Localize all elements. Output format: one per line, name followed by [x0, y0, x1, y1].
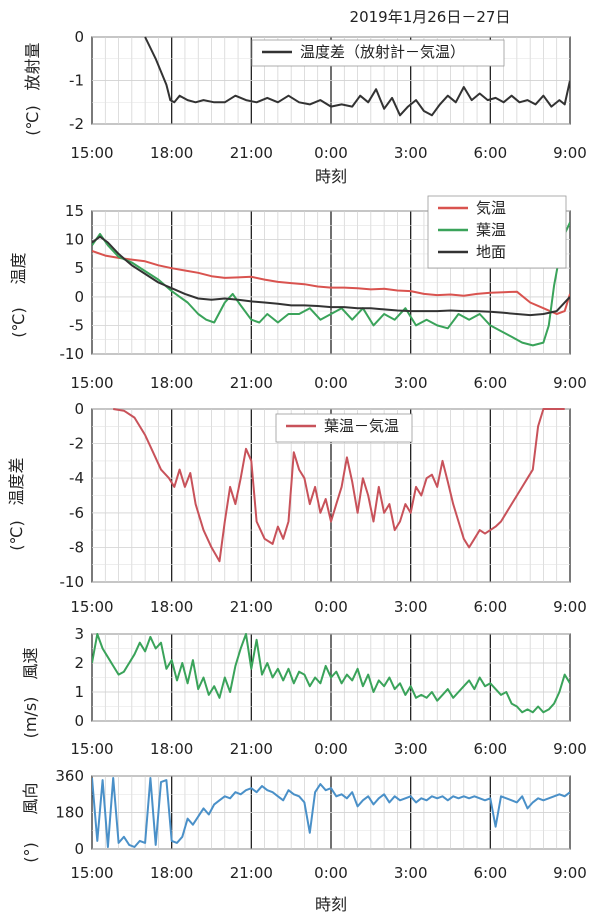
x-tick-label: 15:00	[70, 740, 113, 758]
y-axis-label: 温度差	[7, 457, 26, 505]
page-title: 2019年1月26日－27日	[349, 8, 511, 26]
legend-label: 地面	[476, 243, 506, 261]
y-axis-unit: (℃)	[9, 307, 28, 337]
series-line	[144, 36, 570, 117]
y-tick-label: 0	[74, 840, 84, 858]
x-tick-label: 6:00	[473, 740, 507, 758]
x-tick-label: 15:00	[70, 598, 113, 616]
series-line	[92, 221, 570, 347]
chart-winddir: 360 180 0 15:00 18:00 21:00 0:00 3:00 6:00 9:00 風向…	[21, 767, 587, 914]
chart-radiation: 0 -1 -2 15:00 18:00 21:00 0:00 3:00 6:00 9:00 放射量 (…	[23, 28, 587, 186]
x-tick-label: 3:00	[394, 864, 428, 882]
series-line	[92, 250, 570, 315]
y-axis-label: 放射量	[23, 42, 42, 90]
x-axis-label: 時刻	[315, 167, 347, 186]
legend-label: 葉温	[476, 221, 506, 239]
legend-box	[275, 413, 413, 443]
legend: 葉温－気温	[275, 413, 413, 443]
y-axis-unit: (℃)	[23, 105, 42, 135]
y-tick-label: 15	[65, 202, 84, 220]
legend: 温度差（放射計－気温）	[251, 39, 505, 67]
y-tick-label: -10	[60, 345, 85, 363]
x-tick-label: 3:00	[394, 144, 428, 162]
y-tick-label: 10	[65, 231, 84, 249]
x-tick-label: 21:00	[230, 374, 273, 392]
x-tick-label: 6:00	[473, 374, 507, 392]
y-tick-label: -8	[69, 538, 84, 556]
x-tick-label: 6:00	[473, 144, 507, 162]
x-tick-label: 9:00	[553, 864, 587, 882]
y-tick-label: -2	[69, 435, 84, 453]
y-tick-label: -1	[69, 72, 84, 90]
x-tick-label: 15:00	[70, 864, 113, 882]
y-axis-unit: (°)	[21, 842, 40, 862]
x-tick-label: 9:00	[553, 144, 587, 162]
series-line	[113, 408, 565, 563]
x-tick-label: 21:00	[230, 740, 273, 758]
legend-label: 気温	[476, 199, 506, 217]
y-tick-label: -6	[69, 504, 84, 522]
x-tick-label: 18:00	[150, 864, 193, 882]
x-axis-label: 時刻	[315, 895, 347, 914]
y-tick-label: 0	[74, 400, 84, 418]
y-tick-label: 0	[74, 28, 84, 46]
y-tick-label: 180	[55, 804, 84, 822]
x-tick-label: 21:00	[230, 598, 273, 616]
series-line	[92, 235, 570, 317]
series-line	[92, 633, 570, 714]
x-tick-label: 18:00	[150, 740, 193, 758]
y-tick-label: -10	[60, 573, 85, 591]
series-line	[92, 777, 570, 848]
x-tick-label: 9:00	[553, 374, 587, 392]
x-tick-label: 6:00	[473, 598, 507, 616]
x-tick-label: 15:00	[70, 374, 113, 392]
y-axis-label: 風向	[21, 782, 40, 814]
chart-temperature: 15 10 5 0 -5 -10 15:00 18:00 21:00 0:00 3:00 6:00 9:…	[9, 195, 587, 392]
x-tick-label: 6:00	[473, 864, 507, 882]
legend-box	[251, 39, 505, 67]
y-tick-label: 0	[74, 288, 84, 306]
y-tick-label: 0	[74, 712, 84, 730]
y-tick-label: -5	[69, 316, 84, 334]
y-tick-label: 1	[74, 683, 84, 701]
x-tick-label: 21:00	[230, 864, 273, 882]
y-tick-label: 3	[74, 625, 84, 643]
x-tick-label: 18:00	[150, 598, 193, 616]
chart-windspeed: 3 2 1 0 15:00 18:00 21:00 0:00 3:00 6:00 9:00 風速 (m/…	[21, 625, 587, 758]
x-tick-label: 3:00	[394, 598, 428, 616]
y-tick-label: 360	[55, 767, 84, 785]
y-tick-label: -2	[69, 115, 84, 133]
x-tick-label: 0:00	[314, 740, 348, 758]
y-tick-label: 2	[74, 654, 84, 672]
x-tick-label: 9:00	[553, 740, 587, 758]
legend-label: 温度差（放射計－気温）	[300, 43, 465, 61]
x-tick-label: 18:00	[150, 374, 193, 392]
x-tick-label: 21:00	[230, 144, 273, 162]
x-tick-label: 0:00	[314, 598, 348, 616]
y-axis-unit: (m/s)	[21, 697, 40, 739]
legend-label: 葉温－気温	[324, 417, 399, 435]
x-tick-label: 18:00	[150, 144, 193, 162]
x-tick-label: 3:00	[394, 374, 428, 392]
x-tick-label: 15:00	[70, 144, 113, 162]
x-tick-label: 3:00	[394, 740, 428, 758]
x-tick-label: 0:00	[314, 864, 348, 882]
chart-leafdiff: 0 -2 -4 -6 -8 -10 15:00 18:00 21:00 0:00 3:00 6:00 9…	[7, 400, 587, 616]
y-tick-label: 5	[74, 259, 84, 277]
x-tick-label: 0:00	[314, 374, 348, 392]
y-axis-label: 温度	[9, 252, 28, 284]
y-axis-label: 風速	[21, 647, 40, 679]
x-tick-label: 9:00	[553, 598, 587, 616]
y-tick-label: -4	[69, 469, 84, 487]
y-axis-unit: (℃)	[7, 520, 26, 550]
x-tick-label: 0:00	[314, 144, 348, 162]
